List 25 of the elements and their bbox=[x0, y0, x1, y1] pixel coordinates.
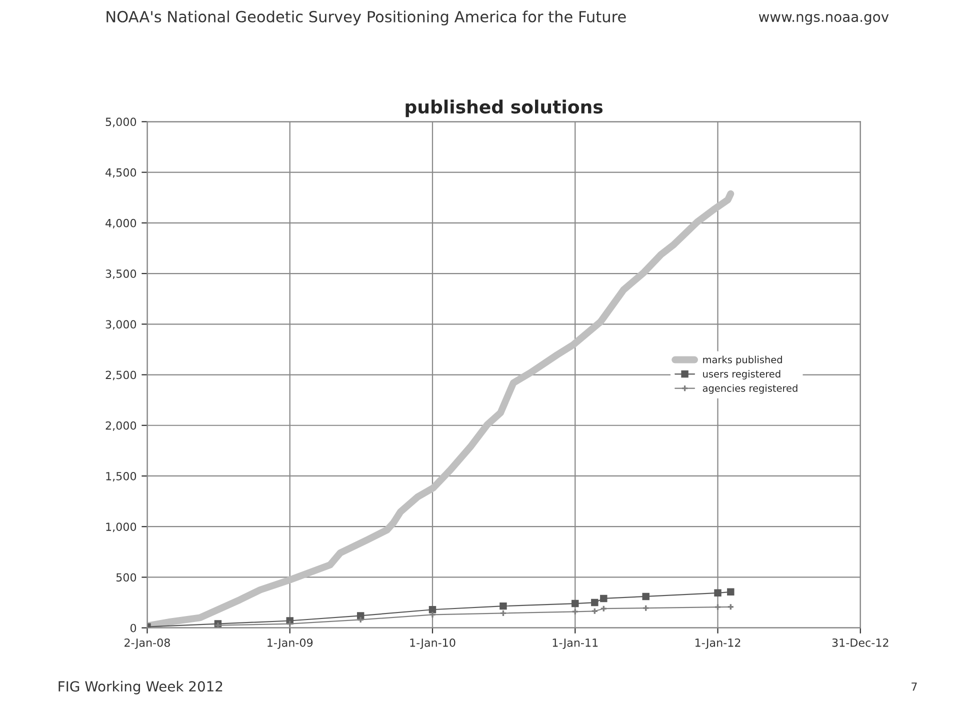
x-tick-label: 2-Jan-08 bbox=[124, 638, 170, 649]
legend-label: agencies registered bbox=[702, 384, 798, 394]
text: www.ngs.noaa.gov bbox=[758, 14, 889, 25]
y-tick-label: 5,000 bbox=[106, 118, 136, 128]
y-tick-label: 1,000 bbox=[106, 522, 136, 532]
x-tick-label: 1-Jan-12 bbox=[695, 638, 740, 649]
text: NOAA's National Geodetic Survey Positioning America for the Future bbox=[106, 10, 626, 26]
x-tick-label: 31-Dec-12 bbox=[832, 638, 888, 647]
legend-label: users registered bbox=[703, 370, 780, 380]
y-tick-label: 1,500 bbox=[106, 472, 136, 482]
y-tick-label: 4,500 bbox=[106, 168, 136, 178]
x-tick-label: 1-Jan-10 bbox=[410, 638, 456, 649]
x-tick-label: 1-Jan-11 bbox=[552, 638, 598, 649]
y-tick-label: 3,500 bbox=[106, 270, 136, 280]
x-tick-label: 1-Jan-09 bbox=[268, 638, 313, 649]
y-tick-label: 4,000 bbox=[106, 218, 136, 228]
chart-title: published solutions bbox=[406, 100, 603, 118]
text: FIG Working Week 2012 bbox=[58, 680, 222, 694]
y-tick-label: 3,000 bbox=[106, 320, 136, 330]
y-tick-label: 500 bbox=[116, 573, 136, 582]
y-tick-label: 2,000 bbox=[106, 421, 136, 431]
y-tick-label: 0 bbox=[130, 624, 136, 632]
text: 7 bbox=[912, 682, 917, 691]
y-tick-label: 2,500 bbox=[106, 370, 136, 380]
legend-label: marks published bbox=[703, 356, 782, 366]
